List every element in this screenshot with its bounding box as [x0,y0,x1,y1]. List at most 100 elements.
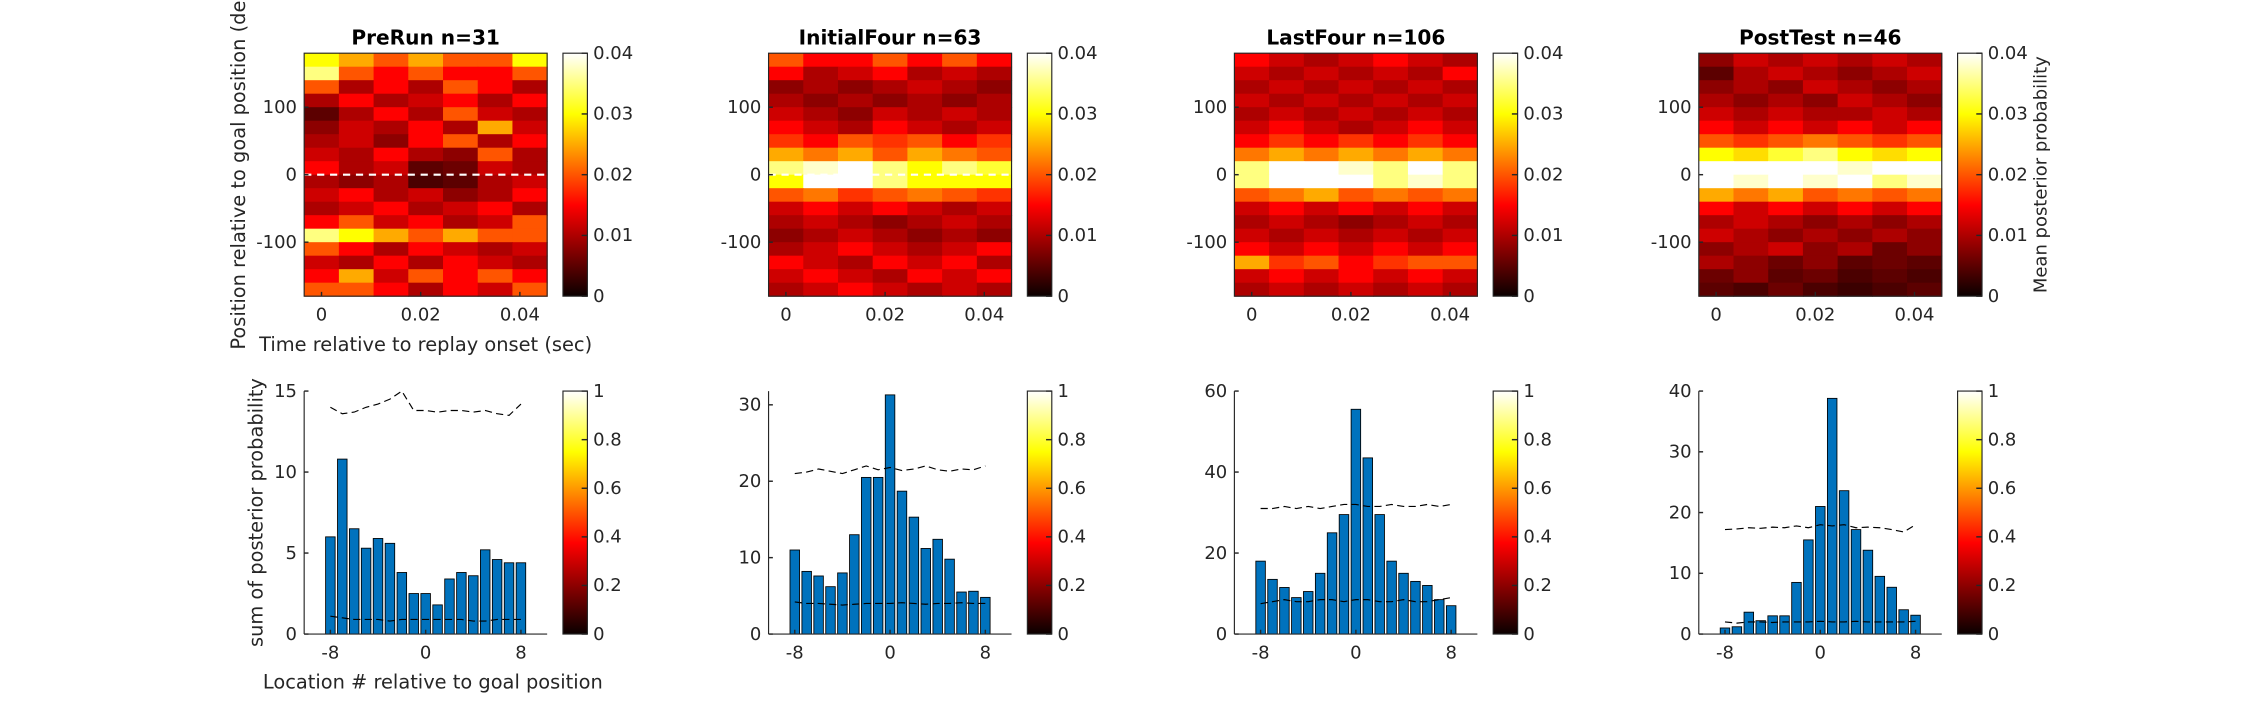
heat-cell [1733,174,1769,189]
heat-cell [304,228,340,243]
colorbar-tick-label: 0.02 [1523,164,1563,185]
heat-cell [1234,174,1270,189]
heat-cell [1837,242,1873,257]
heat-cell [1442,255,1478,270]
heat-cell [907,120,943,135]
heat-cell [907,228,943,243]
colorbar-tick-label: 0.02 [1988,164,2028,185]
y-tick-label: 10 [738,547,761,568]
heat-cell [443,242,479,257]
heat-cell [408,80,444,95]
bar [801,570,812,635]
heat-cell [1442,120,1478,135]
bar [1398,572,1409,635]
heat-cell [304,201,340,216]
heat-cell [512,120,548,135]
heat-cell [1234,255,1270,270]
colorbar-tick-label: 0 [593,286,604,307]
heat-cell [872,269,908,284]
heat-cell [1802,242,1839,257]
heat-cell [338,174,375,189]
heat-cell [907,107,943,122]
heat-cell [512,80,548,95]
heat-cell [1373,242,1409,257]
heat-cell [1269,134,1305,149]
heat-cell [477,66,514,81]
heat-cell [1269,255,1305,270]
heat-cell [1338,161,1374,176]
heat-cell [338,134,375,149]
dashed-line [1724,524,1916,533]
bar [1410,580,1421,635]
heat-cell [1234,147,1270,162]
heat-cell [512,269,548,284]
heat-cell [1698,215,1735,230]
heat-cell [942,242,978,257]
bar [872,476,884,635]
colorbar-label: Mean posterior probability [2031,56,2052,293]
colorbar-tick-label: 0.6 [1523,478,1552,499]
heat-cell [1407,93,1444,108]
colorbar-tick-label: 0.6 [1988,478,2017,499]
heat-cell [1338,282,1374,297]
heat-cell [1338,66,1374,81]
heat-cell [907,201,943,216]
heat-cell [1234,80,1270,95]
bar [337,458,348,635]
heat-cell [907,242,943,257]
heat-cell [768,269,804,284]
dashed-line [1260,597,1452,605]
heat-cell [1907,215,1943,230]
heat-cell [1907,161,1943,176]
x-tick-label: 0.02 [401,305,441,326]
heat-cell [768,53,804,68]
colorbar [562,390,588,635]
colorbar-tick-label: 0.03 [1523,104,1563,125]
heat-cell [1872,228,1908,243]
bar [420,593,431,635]
heat-cell [1234,120,1270,135]
heat-cell [1303,242,1340,257]
heat-cell [1407,80,1444,95]
heat-cell [907,269,943,284]
x-tick-label: 0.02 [1795,305,1835,326]
heat-cell [1733,66,1769,81]
heat-cell [1303,282,1340,297]
heat-cell [1407,174,1444,189]
heat-cell [803,120,839,135]
heat-cell [907,174,943,189]
heat-cell [1442,53,1478,68]
heat-cell [872,255,908,270]
heat-cell [1407,134,1444,149]
heat-cell [942,255,978,270]
heat-cell [1373,53,1409,68]
title: InitialFour n=63 [799,26,982,50]
heat-cell [1837,107,1873,122]
heat-cell [907,147,943,162]
heat-cell [512,147,548,162]
heat-cell [1768,255,1804,270]
bar [980,596,991,635]
heat-cell [1338,93,1374,108]
heat-cell [373,255,409,270]
heat-cell [1338,188,1374,203]
heat-cell [1768,134,1804,149]
heat-cell [443,269,479,284]
heat-cell [942,107,978,122]
heat-cell [373,282,409,297]
heat-cell [338,255,375,270]
heat-cell [1837,93,1873,108]
y-tick-label: 100 [263,97,297,118]
heat-cell [837,269,874,284]
heat-cell [837,107,874,122]
heat-cell [443,215,479,230]
heat-cell [477,174,514,189]
heat-cell [477,188,514,203]
heat-cell [512,53,548,68]
heat-cell [1269,107,1305,122]
heat-cell [477,215,514,230]
dashed-line [1260,503,1452,510]
heat-cell [1234,188,1270,203]
heat-cell [872,161,908,176]
heat-cell [837,120,874,135]
